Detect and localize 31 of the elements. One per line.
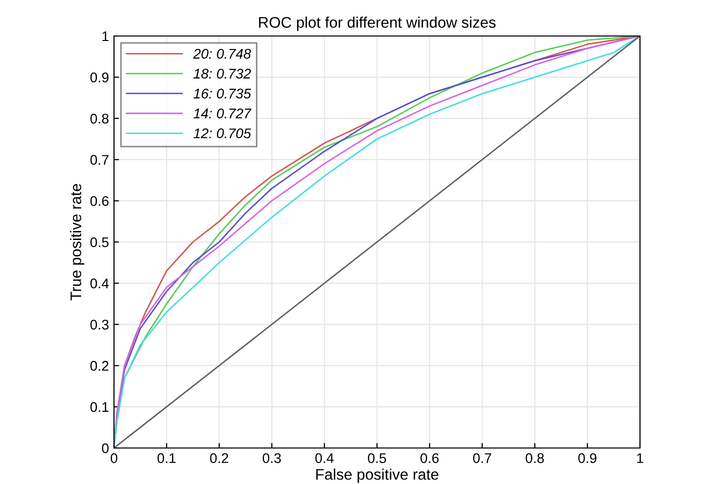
y-tick-label: 0 [102,443,109,454]
chart-title: ROC plot for different window sizes [259,16,496,31]
x-tick-label: 0.9 [578,453,596,464]
y-axis-title: True positive rate [70,184,84,300]
x-tick-label: 1 [637,453,644,463]
x-tick-label: 0.3 [262,453,281,464]
y-tick-label: 0.1 [90,402,108,412]
x-tick-label: 0.7 [473,453,492,464]
y-tick-label: 0.2 [90,360,108,371]
x-axis-title: False positive rate [316,468,438,483]
y-tick-label: 0.9 [90,72,108,82]
x-tick-label: 0.6 [420,453,439,464]
y-tick-label: 0.5 [90,237,109,248]
y-tick-label: 0.8 [90,114,109,124]
line-series [114,36,640,448]
legend-label: 12: 0.705 [194,128,252,138]
x-tick-label: 0 [110,453,118,464]
x-tick-label: 0.2 [210,453,228,464]
y-tick-label: 1 [102,31,108,42]
legend-label: 16: 0.735 [194,88,252,98]
legend-label: 18: 0.732 [194,68,251,79]
x-tick-label: 0.1 [157,453,176,464]
y-tick-label: 0.4 [90,278,109,288]
legend-label: 20: 0.748 [193,48,252,59]
y-tick-label: 0.6 [90,196,109,206]
x-tick-label: 0.4 [315,453,334,464]
y-tick-label: 0.7 [90,154,108,165]
x-tick-label: 0.8 [526,453,544,464]
y-tick-label: 0.3 [90,320,109,330]
legend-label: 14: 0.727 [194,108,252,118]
x-tick-label: 0.5 [368,453,386,464]
